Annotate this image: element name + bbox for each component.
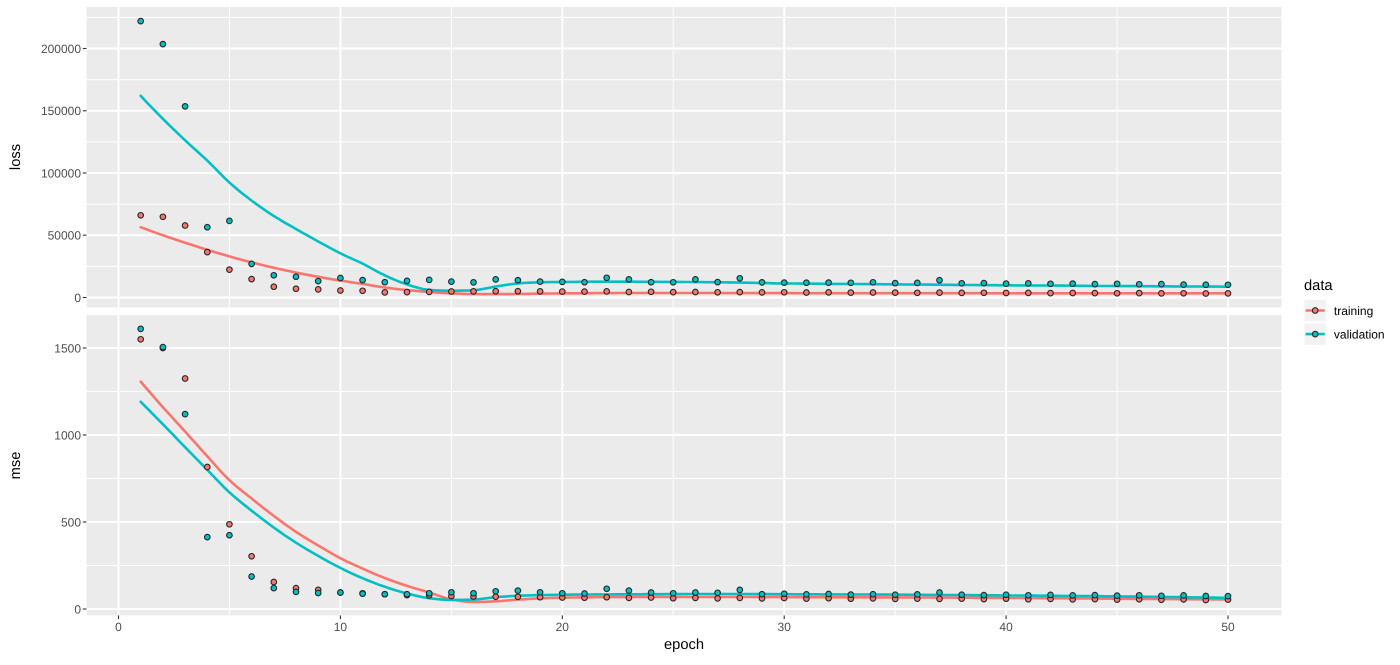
svg-text:training: training [1334, 304, 1373, 318]
svg-text:150000: 150000 [41, 104, 81, 118]
svg-text:200000: 200000 [41, 42, 81, 56]
svg-text:0: 0 [74, 602, 81, 616]
svg-text:40: 40 [999, 620, 1013, 634]
svg-text:100000: 100000 [41, 166, 81, 180]
svg-text:data: data [1304, 278, 1333, 294]
svg-text:30: 30 [778, 620, 792, 634]
svg-text:mse: mse [8, 452, 24, 480]
svg-text:loss: loss [8, 144, 24, 170]
svg-text:epoch: epoch [664, 637, 704, 653]
svg-text:validation: validation [1334, 327, 1385, 341]
svg-text:50: 50 [1221, 620, 1235, 634]
svg-text:500: 500 [61, 515, 81, 529]
svg-text:1500: 1500 [54, 341, 81, 355]
svg-text:0: 0 [74, 291, 81, 305]
svg-text:20: 20 [556, 620, 570, 634]
svg-text:1000: 1000 [54, 428, 81, 442]
svg-text:50000: 50000 [48, 229, 82, 243]
svg-text:10: 10 [334, 620, 348, 634]
svg-text:0: 0 [115, 620, 122, 634]
